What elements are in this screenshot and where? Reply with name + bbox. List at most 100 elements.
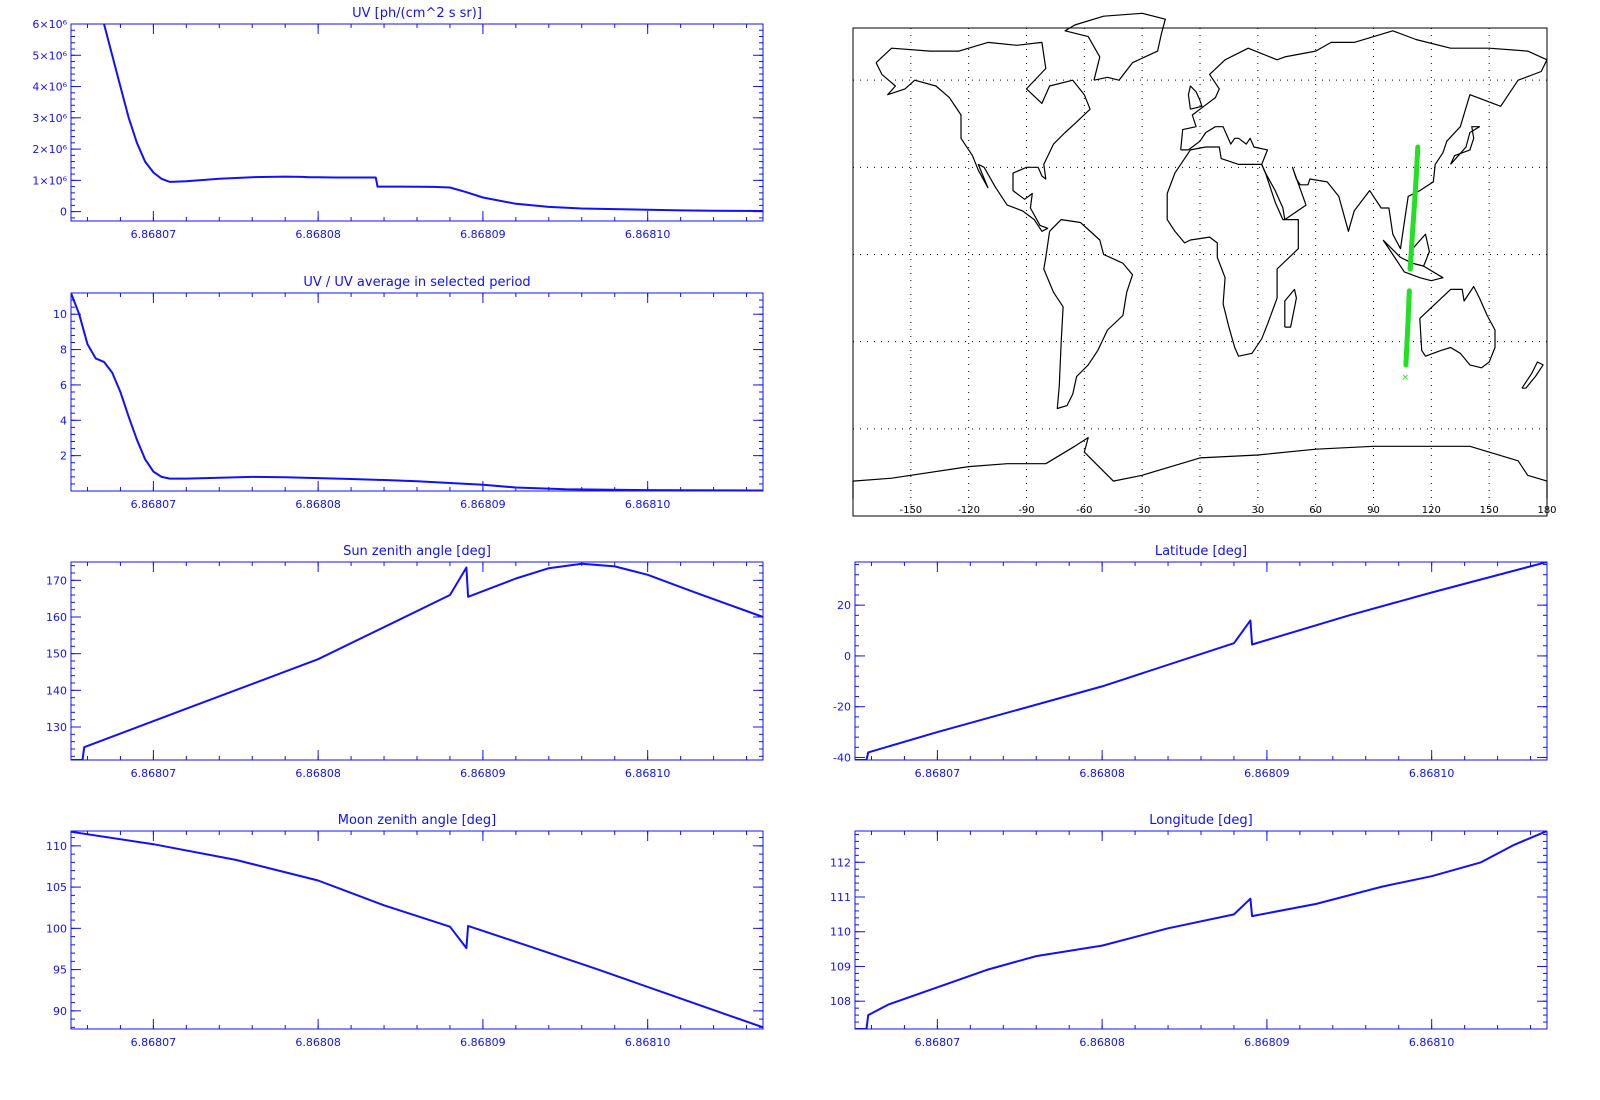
- y-tick-label: 6×10⁶: [32, 18, 67, 31]
- longitude-tick-label: 120: [1422, 505, 1441, 516]
- chart-title: Latitude [deg]: [1155, 544, 1247, 559]
- series-line-lon: [855, 831, 1547, 1029]
- series-line-moonz: [71, 831, 763, 1029]
- coastline-greenland: [1064, 12, 1166, 81]
- y-tick-label: 100: [46, 922, 67, 935]
- chart-sunz: Sun zenith angle [deg] 6.86807 6.86808 6.86…: [46, 544, 764, 780]
- longitude-tick-label: 180: [1537, 505, 1556, 516]
- orbit-track-segment: [1403, 315, 1411, 368]
- x-tick-label: 6.86810: [625, 228, 671, 241]
- y-tick-label: 8: [60, 344, 67, 357]
- y-tick-label: 0: [844, 650, 851, 663]
- series-line-uvavg: [71, 293, 763, 491]
- longitude-tick-label: 150: [1480, 505, 1499, 516]
- longitude-tick-label: -60: [1076, 505, 1092, 516]
- chart-uv: UV [ph/(cm^2 s sr)] 6.86807 6.86808 6.86809…: [32, 6, 764, 241]
- series-line-sunz: [71, 562, 763, 760]
- y-tick-label: 95: [53, 964, 67, 977]
- x-tick-label: 6.86810: [1409, 1036, 1455, 1049]
- y-tick-label: 4×10⁶: [32, 81, 67, 94]
- coastline-madagascar: [1284, 288, 1297, 328]
- longitude-tick-label: 60: [1309, 505, 1322, 516]
- y-tick-label: 0: [60, 206, 67, 219]
- coastline-europe-asia: [1180, 30, 1548, 250]
- x-tick-label: 6.86809: [1244, 767, 1290, 780]
- x-tick-label: 6.86807: [915, 767, 961, 780]
- y-tick-label: 5×10⁶: [32, 49, 67, 62]
- chart-title: Longitude [deg]: [1149, 813, 1252, 828]
- series-line-lat: [855, 562, 1547, 760]
- y-tick-label: 140: [46, 684, 67, 697]
- x-tick-label: 6.86809: [460, 498, 506, 511]
- plot-frame: [70, 830, 764, 1030]
- chart-title: UV [ph/(cm^2 s sr)]: [352, 6, 482, 21]
- y-tick-label: -20: [833, 701, 851, 714]
- coastline-australia: [1419, 285, 1496, 369]
- orbit-track-segment: [1405, 288, 1412, 321]
- plot-frame: [70, 23, 764, 222]
- x-tick-label: 6.86807: [131, 228, 177, 241]
- y-tick-label: 4: [60, 414, 67, 427]
- y-tick-label: 110: [830, 926, 851, 939]
- x-tick-label: 6.86809: [460, 228, 506, 241]
- chart-moonz: Moon zenith angle [deg] 6.86807 6.86808 6.8…: [46, 813, 764, 1049]
- plot-frame: [854, 561, 1548, 761]
- coastline-africa: [1166, 146, 1299, 357]
- y-tick-label: 160: [46, 611, 67, 624]
- plot-frame: [70, 561, 764, 761]
- longitude-tick-label: 90: [1367, 505, 1380, 516]
- x-tick-label: 6.86807: [131, 498, 177, 511]
- y-tick-label: 130: [46, 721, 67, 734]
- x-tick-label: 6.86808: [295, 1036, 341, 1049]
- coastline-south-america: [1043, 219, 1134, 410]
- track-start-marker: ×: [1402, 373, 1410, 383]
- longitude-tick-label: -30: [1134, 505, 1150, 516]
- y-tick-label: 111: [830, 891, 851, 904]
- longitude-tick-label: -150: [899, 505, 922, 516]
- x-tick-label: 6.86808: [295, 767, 341, 780]
- y-tick-label: 10: [53, 308, 67, 321]
- chart-lon: Longitude [deg] 6.86807 6.86808 6.86809 6.86…: [830, 813, 1548, 1049]
- y-tick-label: 2×10⁶: [32, 143, 67, 156]
- longitude-tick-label: -120: [957, 505, 980, 516]
- x-tick-label: 6.86807: [131, 1036, 177, 1049]
- longitude-tick-label: 30: [1251, 505, 1264, 516]
- series-line-uv: [103, 24, 763, 212]
- y-tick-label: 2: [60, 450, 67, 463]
- plot-frame: [70, 292, 764, 492]
- orbit-track-segment: [1410, 179, 1419, 228]
- chart-title: Sun zenith angle [deg]: [343, 544, 491, 559]
- x-tick-label: 6.86808: [1079, 767, 1125, 780]
- chart-title: Moon zenith angle [deg]: [338, 813, 496, 828]
- plot-frame: [854, 830, 1548, 1030]
- y-tick-label: 20: [837, 599, 851, 612]
- x-tick-label: 6.86809: [460, 767, 506, 780]
- y-tick-label: -40: [833, 751, 851, 764]
- x-tick-label: 6.86810: [1409, 767, 1455, 780]
- longitude-tick-label: 0: [1197, 505, 1203, 516]
- y-tick-label: 109: [830, 960, 851, 973]
- x-tick-label: 6.86808: [295, 498, 341, 511]
- x-tick-label: 6.86810: [625, 1036, 671, 1049]
- y-tick-label: 150: [46, 648, 67, 661]
- orbit-track-segment: [1413, 144, 1421, 185]
- coastline-indonesia: [1382, 239, 1444, 282]
- y-tick-label: 105: [46, 881, 67, 894]
- y-tick-label: 1×10⁶: [32, 174, 67, 187]
- coastline-new-zealand: [1521, 361, 1544, 389]
- y-tick-label: 112: [830, 856, 851, 869]
- y-tick-label: 108: [830, 995, 851, 1008]
- chart-title: UV / UV average in selected period: [303, 275, 530, 290]
- coastline-north-america: [875, 41, 1091, 232]
- coastline-japan: [1450, 126, 1481, 165]
- coastline-antarctica: [852, 437, 1548, 499]
- y-tick-label: 3×10⁶: [32, 112, 67, 125]
- x-tick-label: 6.86810: [625, 498, 671, 511]
- y-tick-label: 6: [60, 379, 67, 392]
- x-tick-label: 6.86807: [131, 767, 177, 780]
- y-tick-label: 110: [46, 840, 67, 853]
- y-tick-label: 170: [46, 574, 67, 587]
- y-tick-label: 90: [53, 1005, 67, 1018]
- orbit-track-segment: [1407, 222, 1416, 272]
